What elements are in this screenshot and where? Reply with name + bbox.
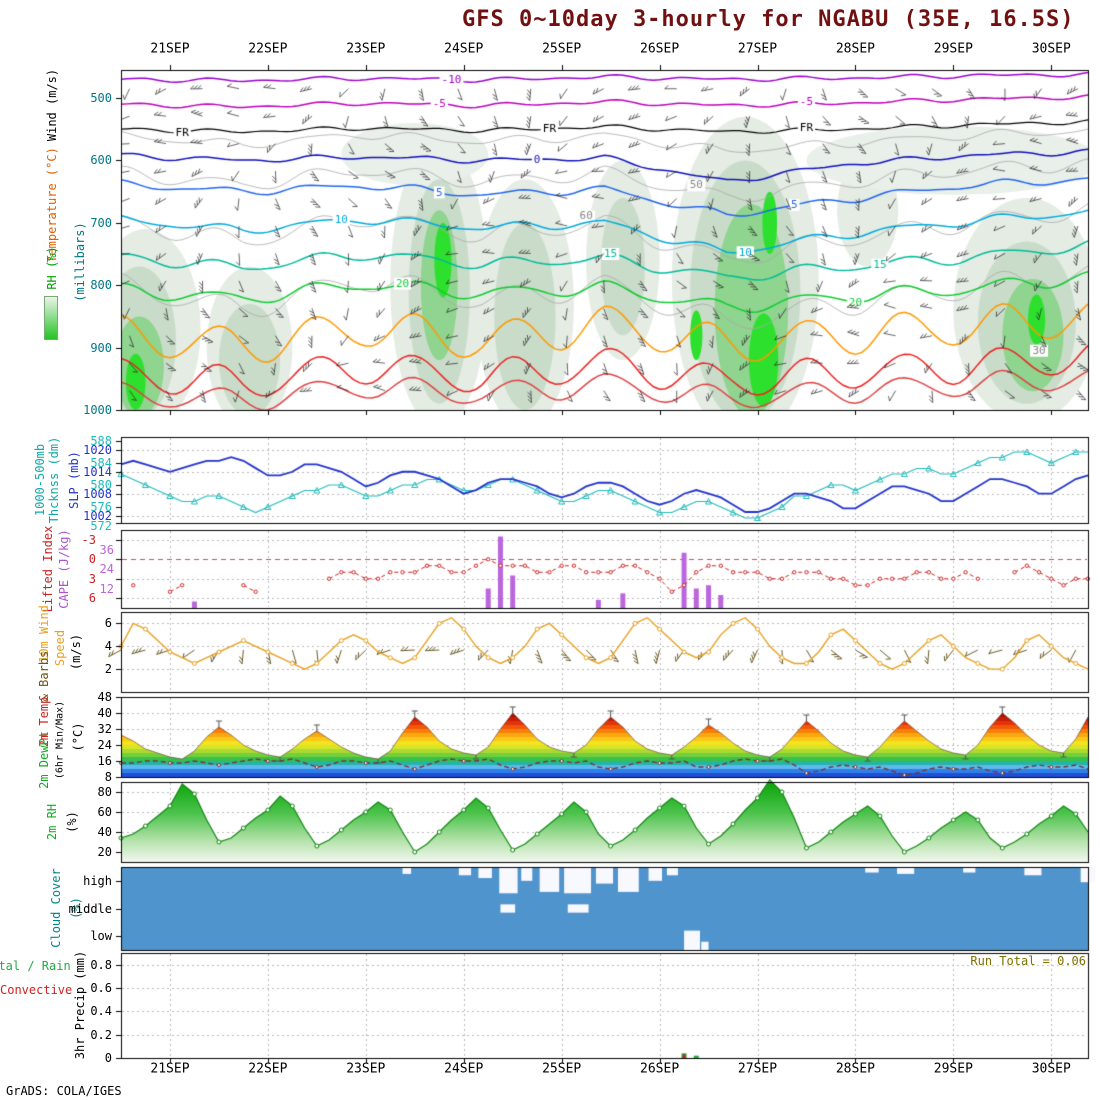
chart-title: GFS 0~10day 3-hourly for NGABU (35E, 16.… xyxy=(462,7,1075,32)
